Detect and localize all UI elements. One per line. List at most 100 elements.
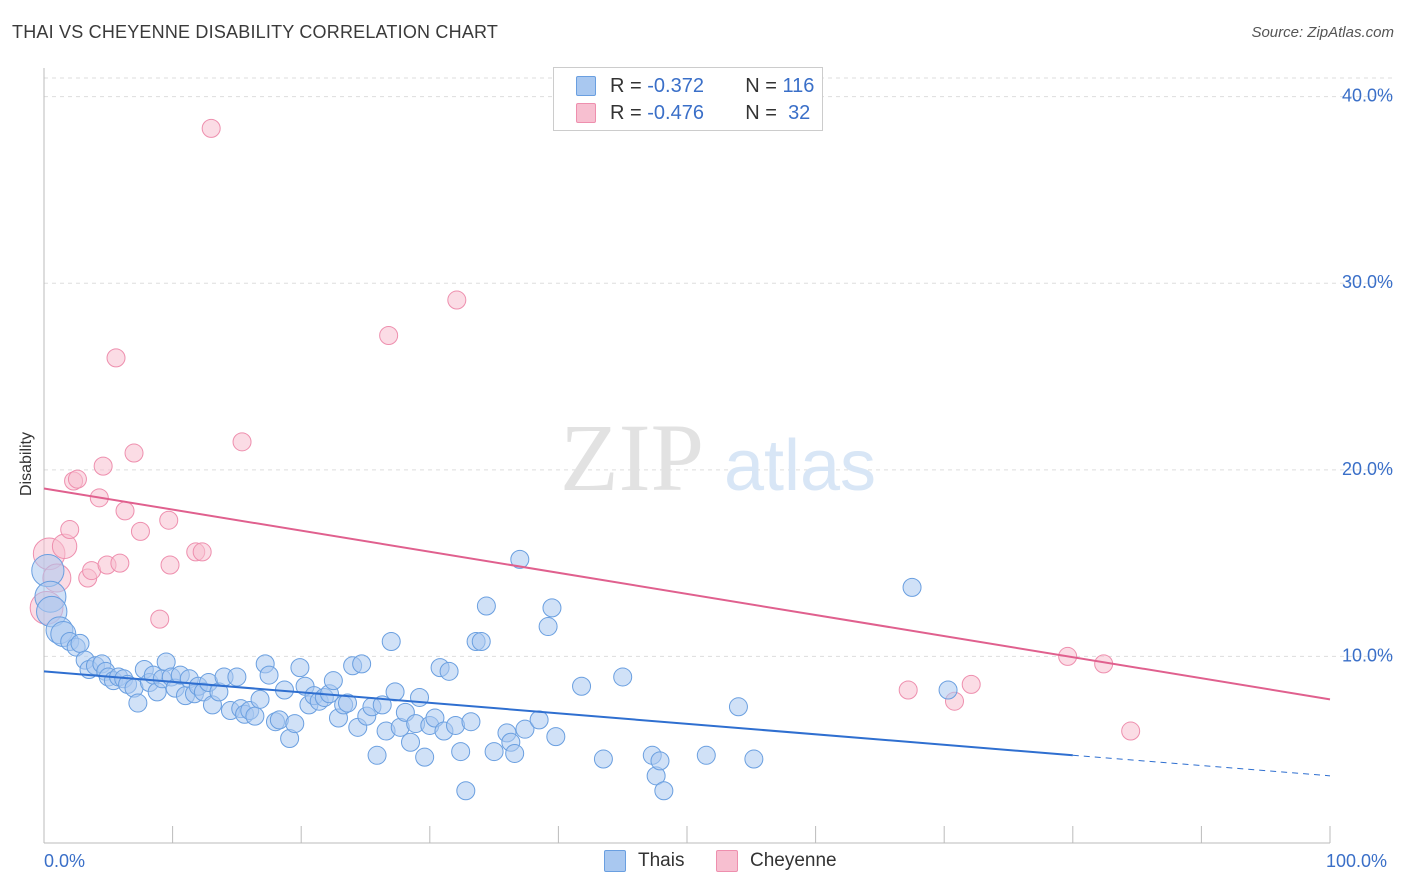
watermark-atlas: atlas xyxy=(724,426,876,506)
cheyenne-point xyxy=(159,510,179,530)
thais-point xyxy=(372,695,392,715)
thais-point xyxy=(352,654,372,674)
cheyenne-point xyxy=(60,520,80,540)
cheyenne-point xyxy=(447,290,467,310)
x-tick-label-max: 100.0% xyxy=(1326,851,1388,871)
thais-point xyxy=(323,671,343,691)
y-tick-label: 40.0% xyxy=(1342,86,1393,106)
thais-point xyxy=(456,781,476,801)
thais-point xyxy=(538,617,558,637)
cheyenne-point xyxy=(130,521,150,541)
thais-point xyxy=(415,747,435,767)
thais-trend-line xyxy=(43,670,1073,757)
cheyenne-point xyxy=(192,542,212,562)
thais-point xyxy=(613,667,633,687)
r-value: -0.476 xyxy=(647,101,704,124)
r-value: -0.372 xyxy=(647,74,704,97)
thais-point xyxy=(410,687,430,707)
cheyenne-legend-swatch xyxy=(716,850,738,872)
y-tick-labels: 10.0% 20.0% 30.0% 40.0% xyxy=(1342,86,1393,666)
thais-point xyxy=(744,749,764,769)
cheyenne-point xyxy=(106,348,126,368)
thais-point xyxy=(451,742,471,762)
y-tick-label: 10.0% xyxy=(1342,645,1393,665)
legend-item-thais[interactable]: Thais xyxy=(604,850,684,872)
thais-swatch xyxy=(576,76,596,96)
legend-row-thais: R = -0.372 N = 116 xyxy=(576,73,814,99)
chart-source: Source: ZipAtlas.com xyxy=(1251,24,1394,41)
y-tick-label: 30.0% xyxy=(1342,272,1393,292)
cheyenne-point xyxy=(150,609,170,629)
cheyenne-swatch xyxy=(576,103,596,123)
n-label: N = xyxy=(745,74,777,97)
watermark-zip: ZIP xyxy=(560,404,704,511)
thais-point xyxy=(572,676,592,696)
thais-point xyxy=(476,596,496,616)
axes xyxy=(43,68,1331,844)
watermark: ZIP atlas xyxy=(560,404,876,511)
thais-point xyxy=(439,661,459,681)
thais-point xyxy=(484,742,504,762)
thais-point xyxy=(510,549,530,569)
n-value: 32 xyxy=(788,101,811,124)
thais-point xyxy=(285,714,305,734)
thais-point xyxy=(259,665,279,685)
cheyenne-point xyxy=(232,432,252,452)
r-label: R = xyxy=(610,74,642,97)
thais-points xyxy=(31,549,958,801)
thais-point xyxy=(938,680,958,700)
thais-point xyxy=(401,732,421,752)
cheyenne-point xyxy=(124,443,144,463)
thais-point xyxy=(227,667,247,687)
chart-title: THAI VS CHEYENNE DISABILITY CORRELATION … xyxy=(12,22,499,42)
thais-point xyxy=(128,693,148,713)
thais-point xyxy=(290,658,310,678)
cheyenne-point xyxy=(379,325,399,345)
thais-point xyxy=(593,749,613,769)
gridlines xyxy=(44,77,1394,657)
thais-point xyxy=(505,743,525,763)
cheyenne-point xyxy=(1121,721,1141,741)
n-value: 116 xyxy=(782,74,815,97)
correlation-legend: R = -0.372 N = 116 R = -0.476 N = 32 xyxy=(553,67,823,131)
cheyenne-point xyxy=(898,680,918,700)
legend-row-cheyenne: R = -0.476 N = 32 xyxy=(576,100,810,126)
thais-point xyxy=(367,745,387,765)
thais-point xyxy=(381,631,401,651)
thais-point xyxy=(245,706,265,726)
cheyenne-trend-line xyxy=(43,487,1331,701)
cheyenne-point xyxy=(67,469,87,489)
cheyenne-point xyxy=(110,553,130,573)
legend-label-thais: Thais xyxy=(638,850,685,871)
thais-point xyxy=(529,710,549,730)
thais-point xyxy=(250,689,270,709)
thais-point xyxy=(385,682,405,702)
thais-point xyxy=(728,697,748,717)
x-tick-label-min: 0.0% xyxy=(44,851,86,871)
trend-lines xyxy=(43,487,1331,777)
cheyenne-point xyxy=(160,555,180,575)
thais-point xyxy=(471,631,491,651)
n-label: N = xyxy=(745,101,777,124)
cheyenne-point xyxy=(115,501,135,521)
thais-point xyxy=(696,745,716,765)
thais-point xyxy=(70,633,90,653)
thais-point xyxy=(546,727,566,747)
thais-point xyxy=(515,719,535,739)
thais-point xyxy=(650,751,670,771)
cheyenne-point xyxy=(93,456,113,476)
legend-label-cheyenne: Cheyenne xyxy=(750,850,837,871)
thais-legend-swatch xyxy=(604,850,626,872)
r-label: R = xyxy=(610,101,642,124)
cheyenne-point xyxy=(201,118,221,138)
thais-point xyxy=(425,708,445,728)
y-tick-label: 20.0% xyxy=(1342,459,1393,479)
thais-point xyxy=(654,781,674,801)
thais-point xyxy=(461,712,481,732)
thais-trend-extension xyxy=(1072,754,1331,777)
thais-point xyxy=(902,577,922,597)
thais-point xyxy=(337,693,357,713)
cheyenne-point xyxy=(961,674,981,694)
legend-item-cheyenne[interactable]: Cheyenne xyxy=(716,850,837,872)
